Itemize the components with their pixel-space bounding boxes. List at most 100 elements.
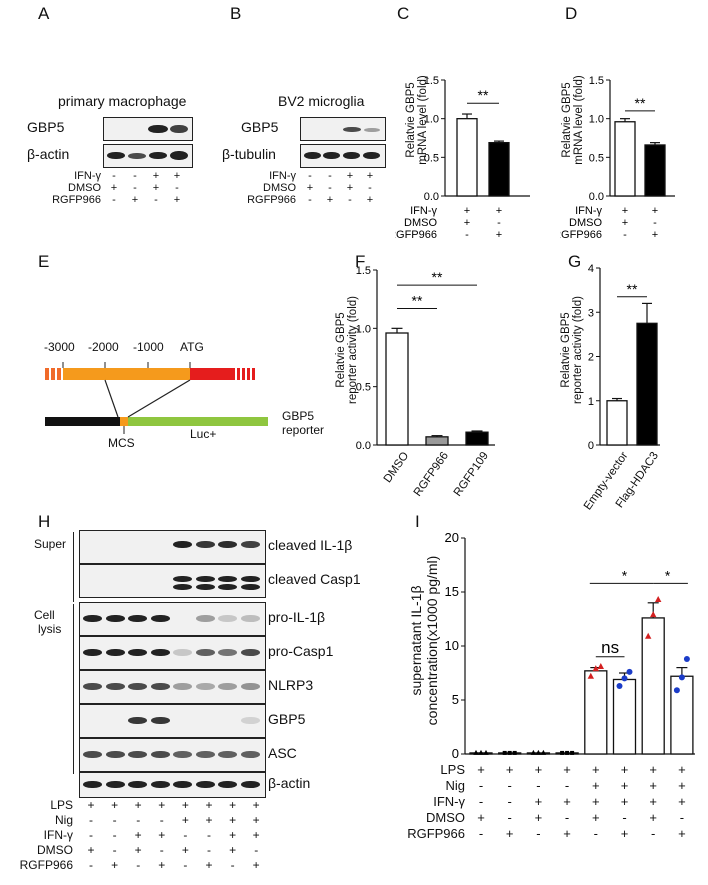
- condition-label: DMSO: [68, 182, 101, 194]
- condition-label: DMSO: [404, 217, 437, 229]
- mcs-insert: [120, 417, 128, 426]
- data-point: [673, 687, 680, 694]
- condition-label: IFN-γ: [410, 205, 437, 217]
- condition-symbol: -: [478, 826, 484, 841]
- condition-symbol: -: [183, 828, 188, 842]
- panel-label-b: B: [230, 4, 242, 23]
- condition-symbol: -: [136, 813, 141, 827]
- y-tick-label: 0.0: [356, 440, 371, 450]
- condition-symbol: +: [464, 217, 470, 229]
- bar: [614, 121, 636, 197]
- condition-symbol: -: [230, 858, 235, 872]
- bar: [670, 675, 694, 755]
- condition-symbol: +: [592, 762, 600, 777]
- condition-label: IFN-γ: [74, 170, 101, 182]
- chart-f-ylabel: Relatvie GBP5 reporter activity (fold): [335, 296, 359, 405]
- data-point: [683, 655, 690, 662]
- blot-label: GBP5: [268, 711, 306, 727]
- condition-symbol: +: [326, 194, 334, 206]
- condition-label: LPS: [50, 798, 73, 812]
- luc-gene: [128, 417, 268, 426]
- condition-symbol: +: [622, 217, 628, 229]
- condition-label: DMSO: [37, 843, 73, 857]
- condition-symbol: -: [478, 794, 484, 809]
- y-tick-label: 4: [588, 263, 594, 275]
- reporter-label-1: GBP5: [282, 409, 315, 423]
- condition-symbol: -: [89, 858, 93, 872]
- data-point: [483, 749, 489, 755]
- condition-symbol: +: [252, 858, 260, 872]
- condition-label: Nig: [445, 778, 465, 793]
- y-tick-label: 1.5: [424, 75, 439, 87]
- condition-label: RGFP966: [19, 858, 73, 872]
- y-tick-label: 0.0: [424, 191, 439, 203]
- y-tick-label: 20: [445, 530, 459, 545]
- condition-symbol: +: [346, 182, 354, 194]
- condition-symbol: -: [622, 810, 627, 825]
- condition-symbol: +: [205, 798, 213, 812]
- y-tick-label: 0.0: [589, 191, 604, 203]
- condition-symbol: +: [252, 798, 260, 812]
- y-tick-label: 1.5: [356, 265, 371, 277]
- condition-symbol: +: [477, 762, 485, 777]
- blot-label: NLRP3: [268, 677, 314, 693]
- condition-symbol: +: [652, 205, 658, 217]
- data-point: [565, 750, 570, 755]
- y-tick-label: 1.0: [356, 323, 371, 335]
- bar: [465, 431, 489, 446]
- condition-symbol: -: [564, 778, 570, 793]
- bar: [641, 617, 665, 755]
- condition-symbol: -: [507, 794, 512, 809]
- condition-symbol: -: [254, 843, 259, 857]
- condition-label: IFN-γ: [43, 828, 73, 842]
- data-point: [587, 672, 594, 679]
- panel-label-h: H: [38, 512, 51, 531]
- condition-symbol: +: [649, 778, 657, 793]
- condition-symbol: +: [134, 828, 142, 842]
- pos-atg: ATG: [180, 340, 204, 354]
- condition-label: DMSO: [263, 182, 296, 194]
- condition-symbol: +: [306, 182, 314, 194]
- panel-label-g: G: [568, 252, 582, 271]
- blot: [79, 602, 266, 636]
- condition-symbol: +: [649, 762, 657, 777]
- data-point: [535, 749, 542, 755]
- condition-symbol: +: [173, 170, 181, 182]
- significance-label: **: [412, 293, 423, 309]
- condition-label: RGFP966: [407, 826, 465, 841]
- blot-label: pro-IL-1β: [268, 609, 326, 625]
- chart-d: 0.00.51.01.5**IFN-γ++DMSO+-RGFP966-+: [560, 75, 675, 241]
- blot: [79, 530, 266, 564]
- cell-label-2: lysis: [38, 622, 62, 636]
- condition-symbol: -: [154, 194, 158, 206]
- condition-symbol: -: [207, 843, 211, 857]
- condition-symbol: +: [152, 182, 160, 194]
- chart-i-ylabel: supernatant IL-1β concentration(x1000 pg/…: [408, 555, 440, 726]
- condition-symbol: +: [87, 798, 95, 812]
- panel-label-f: F: [355, 252, 366, 271]
- condition-symbol: +: [158, 858, 166, 872]
- blot: [79, 670, 266, 704]
- condition-symbol: +: [366, 170, 374, 182]
- condition-symbol: -: [497, 217, 501, 229]
- panel-label-d: D: [565, 4, 578, 23]
- condition-label: RGFP966: [247, 194, 296, 206]
- chart-d-ylabel: Relatvie GBP5 mRNA level (fold): [561, 75, 585, 165]
- condition-label: Nig: [54, 813, 73, 827]
- condition-symbol: +: [181, 798, 189, 812]
- condition-symbol: -: [308, 194, 312, 206]
- y-tick-label: 1.5: [589, 75, 604, 87]
- blot-label: cleaved IL-1β: [268, 537, 353, 553]
- y-tick-label: 0.5: [424, 152, 439, 164]
- condition-symbol: +: [464, 205, 470, 217]
- significance-label: **: [635, 95, 646, 111]
- blot-beta-actin: [103, 144, 193, 168]
- condition-symbol: +: [620, 778, 629, 793]
- significance-label: **: [478, 87, 489, 103]
- condition-symbol: +: [505, 826, 514, 841]
- cell-label-1: Cell: [34, 608, 55, 622]
- condition-symbol: -: [465, 229, 469, 241]
- condition-symbol: +: [366, 194, 374, 206]
- condition-symbol: +: [181, 813, 189, 827]
- condition-symbol: -: [328, 170, 332, 182]
